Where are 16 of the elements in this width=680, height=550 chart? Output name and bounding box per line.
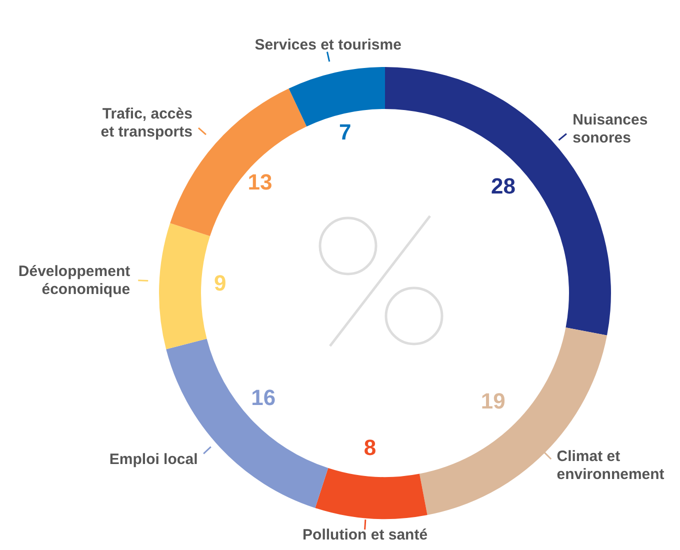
slice-label: Pollution et santé xyxy=(302,526,428,544)
data-label: 28 xyxy=(491,174,516,199)
donut-slice xyxy=(159,223,210,350)
data-label: 9 xyxy=(214,270,226,296)
data-label: 16 xyxy=(251,385,276,410)
data-label: 19 xyxy=(480,388,506,414)
slice-label: Trafic, accès et transports xyxy=(100,106,192,141)
slice-label: Développement économique xyxy=(18,263,130,298)
data-label: 8 xyxy=(364,435,376,460)
donut-slice xyxy=(166,338,328,508)
slice-label: Services et tourisme xyxy=(254,36,402,54)
slice-label: Nuisances sonores xyxy=(572,112,648,147)
slice-label: Climat et environnement xyxy=(556,448,664,483)
slice-label: Emploi local xyxy=(109,451,198,468)
data-label: 13 xyxy=(248,170,272,195)
data-label: 7 xyxy=(338,119,352,144)
